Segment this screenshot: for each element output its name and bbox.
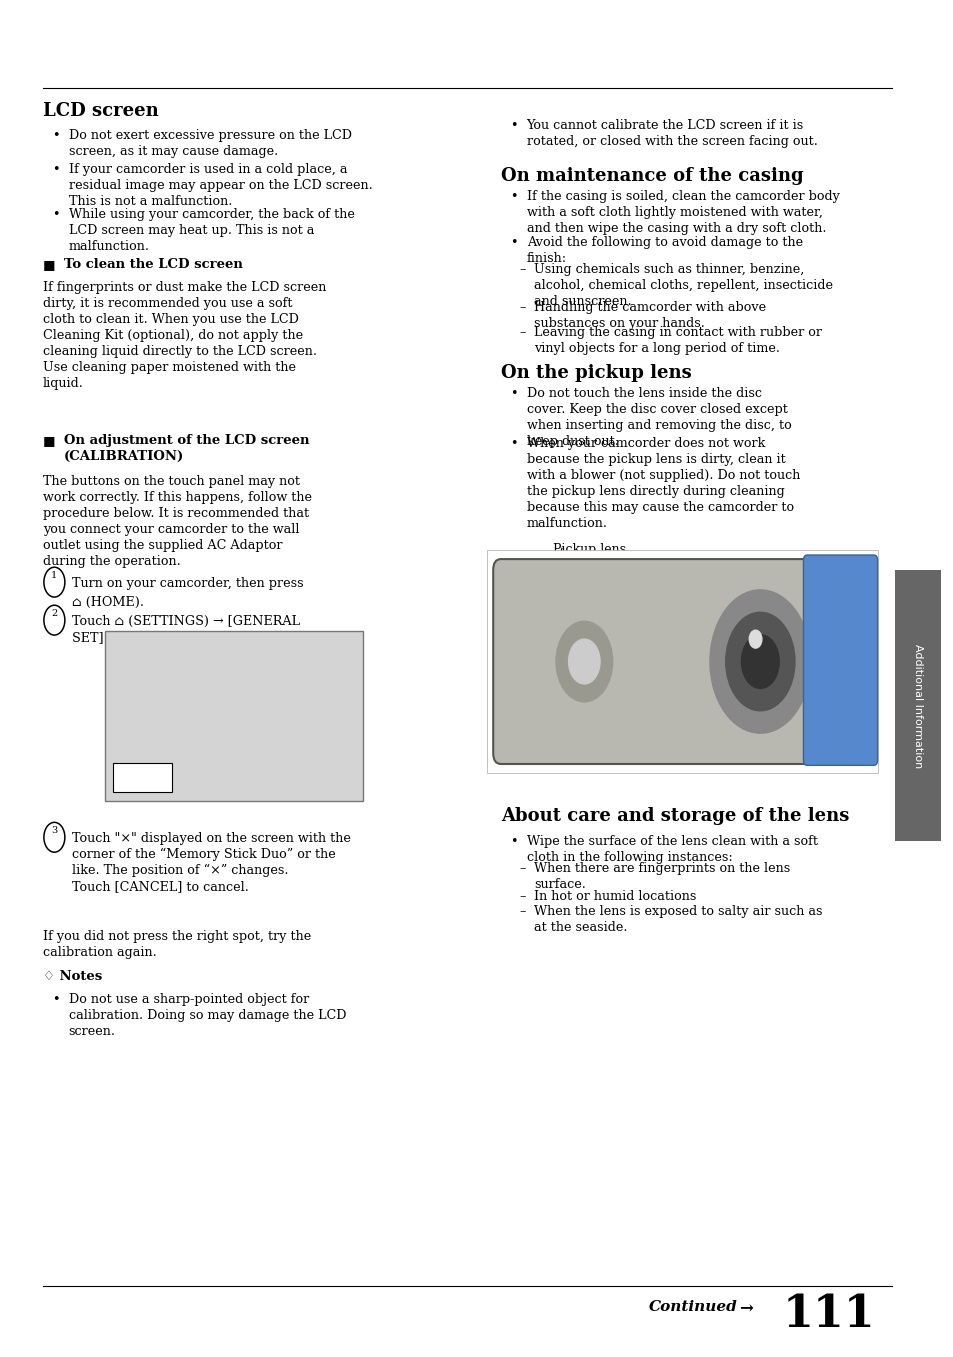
Circle shape bbox=[725, 612, 794, 711]
Circle shape bbox=[709, 590, 810, 733]
Text: CANCEL: CANCEL bbox=[121, 769, 163, 778]
Text: ♢ Notes: ♢ Notes bbox=[43, 970, 102, 984]
Text: –: – bbox=[519, 326, 526, 339]
Text: When the lens is exposed to salty air such as
at the seaside.: When the lens is exposed to salty air su… bbox=[534, 905, 821, 934]
Text: On adjustment of the LCD screen
(CALIBRATION): On adjustment of the LCD screen (CALIBRA… bbox=[64, 434, 309, 463]
Text: •: • bbox=[52, 129, 60, 142]
Text: In hot or humid locations: In hot or humid locations bbox=[534, 890, 696, 904]
Text: Do not exert excessive pressure on the LCD
screen, as it may cause damage.: Do not exert excessive pressure on the L… bbox=[69, 129, 352, 157]
Text: –: – bbox=[519, 905, 526, 919]
Text: Do not touch the lens inside the disc
cover. Keep the disc cover closed except
w: Do not touch the lens inside the disc co… bbox=[526, 387, 791, 448]
Text: Wipe the surface of the lens clean with a soft
cloth in the following instances:: Wipe the surface of the lens clean with … bbox=[526, 835, 817, 863]
Text: Do not use a sharp-pointed object for
calibration. Doing so may damage the LCD
s: Do not use a sharp-pointed object for ca… bbox=[69, 993, 346, 1038]
Text: Touch "×" displayed on the screen with the
corner of the “Memory Stick Duo” or t: Touch "×" displayed on the screen with t… bbox=[71, 832, 350, 893]
Text: •: • bbox=[510, 119, 517, 133]
Circle shape bbox=[568, 639, 599, 684]
Text: Turn on your camcorder, then press: Turn on your camcorder, then press bbox=[71, 577, 303, 590]
Text: On the pickup lens: On the pickup lens bbox=[500, 364, 691, 381]
Text: •: • bbox=[510, 190, 517, 204]
Text: LCD screen: LCD screen bbox=[43, 102, 158, 119]
Text: –: – bbox=[519, 263, 526, 277]
Text: •: • bbox=[510, 437, 517, 451]
Text: If your camcorder is used in a cold place, a
residual image may appear on the LC: If your camcorder is used in a cold plac… bbox=[69, 163, 372, 208]
Text: •: • bbox=[52, 163, 60, 176]
Circle shape bbox=[748, 630, 761, 649]
Text: Leaving the casing in contact with rubber or
vinyl objects for a long period of : Leaving the casing in contact with rubbe… bbox=[534, 326, 821, 354]
Bar bbox=[486, 550, 877, 773]
Text: Using chemicals such as thinner, benzine,
alcohol, chemical cloths, repellent, i: Using chemicals such as thinner, benzine… bbox=[534, 263, 832, 308]
Text: The buttons on the touch panel may not
work correctly. If this happens, follow t: The buttons on the touch panel may not w… bbox=[43, 475, 312, 569]
Bar bbox=[112, 763, 172, 792]
Text: 1: 1 bbox=[51, 571, 57, 579]
Text: If fingerprints or dust make the LCD screen
dirty, it is recommended you use a s: If fingerprints or dust make the LCD scr… bbox=[43, 281, 326, 389]
Text: Additional Information: Additional Information bbox=[912, 643, 922, 768]
Text: When your camcorder does not work
because the pickup lens is dirty, clean it
wit: When your camcorder does not work becaus… bbox=[526, 437, 800, 531]
Text: Avoid the following to avoid damage to the
finish:: Avoid the following to avoid damage to t… bbox=[526, 236, 801, 265]
Text: Continued: Continued bbox=[648, 1300, 737, 1314]
Bar bbox=[105, 631, 362, 801]
Text: •: • bbox=[510, 387, 517, 400]
Text: If you did not press the right spot, try the
calibration again.: If you did not press the right spot, try… bbox=[43, 930, 311, 958]
Text: ■: ■ bbox=[43, 258, 55, 271]
Text: CALIBRATION: CALIBRATION bbox=[192, 638, 275, 647]
Text: Touch the "×".: Touch the "×". bbox=[214, 759, 298, 767]
Text: You cannot calibrate the LCD screen if it is
rotated, or closed with the screen : You cannot calibrate the LCD screen if i… bbox=[526, 119, 817, 148]
Text: 2: 2 bbox=[51, 609, 57, 617]
Text: →: → bbox=[739, 1300, 753, 1318]
Text: ×: × bbox=[114, 638, 125, 651]
Text: ⌂ (HOME).: ⌂ (HOME). bbox=[71, 596, 143, 609]
FancyBboxPatch shape bbox=[802, 555, 877, 765]
Text: –: – bbox=[519, 862, 526, 875]
Text: •: • bbox=[510, 835, 517, 848]
Text: While using your camcorder, the back of the
LCD screen may heat up. This is not : While using your camcorder, the back of … bbox=[69, 208, 355, 252]
Text: Touch ⌂ (SETTINGS) → [GENERAL
SET] → [CALIBRATION].: Touch ⌂ (SETTINGS) → [GENERAL SET] → [CA… bbox=[71, 615, 299, 643]
Text: 3: 3 bbox=[51, 826, 57, 835]
Text: 1/3: 1/3 bbox=[334, 693, 353, 704]
Text: •: • bbox=[52, 208, 60, 221]
Text: On maintenance of the casing: On maintenance of the casing bbox=[500, 167, 802, 185]
Bar bbox=[894, 570, 940, 841]
Text: •: • bbox=[510, 236, 517, 250]
Circle shape bbox=[556, 622, 612, 702]
Text: –: – bbox=[519, 890, 526, 904]
Text: Handling the camcorder with above
substances on your hands.: Handling the camcorder with above substa… bbox=[534, 301, 765, 330]
FancyBboxPatch shape bbox=[493, 559, 870, 764]
Text: Pickup lens: Pickup lens bbox=[553, 543, 626, 556]
Text: To clean the LCD screen: To clean the LCD screen bbox=[64, 258, 242, 271]
Text: If the casing is soiled, clean the camcorder body
with a soft cloth lightly mois: If the casing is soiled, clean the camco… bbox=[526, 190, 839, 235]
Text: 111: 111 bbox=[781, 1293, 874, 1337]
Text: –: – bbox=[519, 301, 526, 315]
Text: ■: ■ bbox=[43, 434, 55, 448]
Circle shape bbox=[740, 635, 779, 688]
Text: •: • bbox=[52, 993, 60, 1007]
Text: About care and storage of the lens: About care and storage of the lens bbox=[500, 807, 848, 825]
Text: When there are fingerprints on the lens
surface.: When there are fingerprints on the lens … bbox=[534, 862, 790, 890]
